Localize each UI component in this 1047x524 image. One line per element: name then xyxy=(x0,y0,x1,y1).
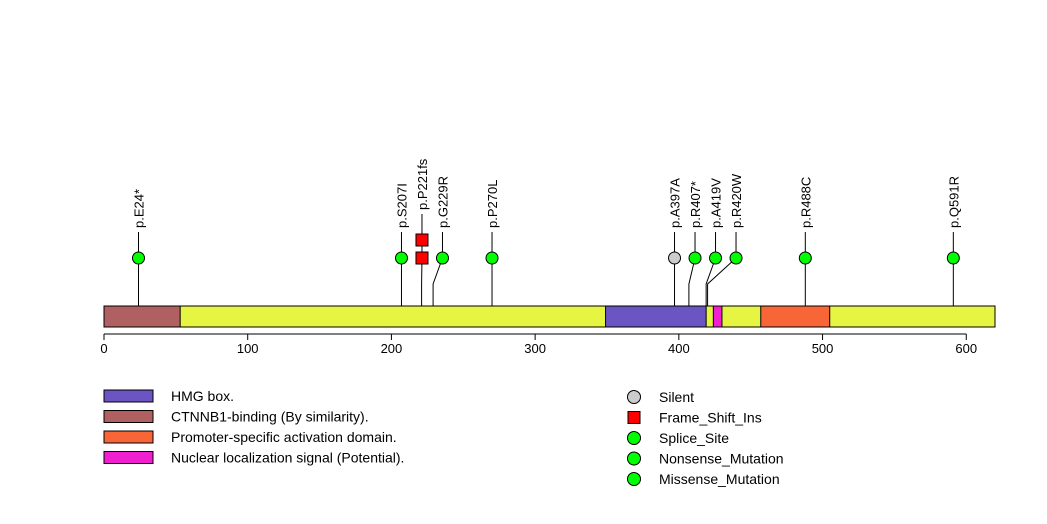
domain-hmg-box xyxy=(605,305,707,328)
protein-backbone-bar xyxy=(103,305,996,328)
stem-p-r407 xyxy=(688,257,696,306)
domain-promoter-specific-activation-domain xyxy=(760,305,831,328)
mutation-label-p-r407: p.R407* xyxy=(688,181,703,228)
mutation-labels: p.E24* p.S207I p.P221fs p.G229R p.P270L p.A39… xyxy=(131,158,961,252)
x-tick-label-0: 0 xyxy=(100,341,107,356)
mutation-label-p-r488c: p.R488C xyxy=(798,177,813,228)
x-tick-label-500: 500 xyxy=(812,341,834,356)
mutation-label-p-p270l: p.P270L xyxy=(485,180,500,228)
marker-p-p221fs-1[interactable] xyxy=(415,251,429,265)
stem-p-a419v xyxy=(705,257,716,306)
mutation-markers xyxy=(131,233,960,265)
mutation-label-p-a397a: p.A397A xyxy=(668,178,683,228)
legend-symbol-splice-site xyxy=(627,431,641,445)
legend-label-nonsense-mutation: Nonsense_Mutation xyxy=(659,451,784,467)
mutation-label-p-r420w: p.R420W xyxy=(729,173,744,228)
stem-p-r420w xyxy=(707,257,737,306)
x-tick-label-300: 300 xyxy=(524,341,546,356)
x-axis: 0 100 200 300 400 500 600 xyxy=(100,333,977,356)
domain-nuclear-localization-signal-potential xyxy=(712,305,723,328)
domain-legend: HMG box. CTNNB1-binding (By similarity). P… xyxy=(103,388,404,466)
legend-swatch-hmg-box xyxy=(103,389,154,403)
legend-symbol-missense-mutation xyxy=(627,472,641,486)
legend-label-frame-shift-ins: Frame_Shift_Ins xyxy=(659,410,762,426)
marker-p-a397a[interactable] xyxy=(668,251,682,265)
x-tick-label-600: 600 xyxy=(955,341,977,356)
mutation-stems xyxy=(137,257,954,306)
mutation-label-p-p221fs: p.P221fs xyxy=(415,158,430,210)
legend-symbol-silent xyxy=(627,390,641,404)
stem-p-g229r xyxy=(432,257,443,306)
marker-p-s207i[interactable] xyxy=(394,251,408,265)
legend-swatch-promoter-specific-activation-domain xyxy=(103,430,154,444)
mutation-label-p-a419v: p.A419V xyxy=(709,178,724,228)
legend-swatch-ctnnb1-binding-by-similarity xyxy=(103,410,154,423)
legend-label-nuclear-localization-signal-potential: Nuclear localization signal (Potential). xyxy=(171,450,404,466)
mutation-label-p-g229r: p.G229R xyxy=(435,176,450,228)
marker-p-e24[interactable] xyxy=(131,251,145,265)
legend-swatch-nuclear-localization-signal-potential xyxy=(103,451,154,464)
mutation-label-p-q591r: p.Q591R xyxy=(946,176,961,228)
legend-label-silent: Silent xyxy=(659,389,694,405)
domain-ctnnb1-binding-by-similarity xyxy=(103,305,181,328)
marker-p-a419v[interactable] xyxy=(709,251,723,265)
marker-p-p221fs-2[interactable] xyxy=(415,233,429,247)
x-tick-label-400: 400 xyxy=(668,341,690,356)
mutation-type-legend: Silent Frame_Shift_Ins Splice_Site Nonsense… xyxy=(627,389,784,487)
marker-p-r420w[interactable] xyxy=(729,251,743,265)
legend-label-ctnnb1-binding-by-similarity: CTNNB1-binding (By similarity). xyxy=(171,409,369,425)
marker-p-r488c[interactable] xyxy=(798,251,812,265)
mutation-label-p-e24: p.E24* xyxy=(131,189,146,228)
marker-p-p270l[interactable] xyxy=(485,251,499,265)
marker-p-g229r[interactable] xyxy=(435,251,449,265)
legend-label-splice-site: Splice_Site xyxy=(659,430,729,446)
legend-symbol-frame-shift-ins xyxy=(627,411,641,424)
legend-symbol-nonsense-mutation xyxy=(627,451,641,466)
x-tick-label-200: 200 xyxy=(381,341,403,356)
marker-p-r407[interactable] xyxy=(688,251,702,265)
legend-label-promoter-specific-activation-domain: Promoter-specific activation domain. xyxy=(171,429,397,445)
mutation-label-p-s207i: p.S207I xyxy=(394,183,409,228)
x-tick-label-100: 100 xyxy=(237,341,259,356)
protein-backbone xyxy=(103,305,996,328)
legend-label-missense-mutation: Missense_Mutation xyxy=(659,471,780,487)
legend-label-hmg-box: HMG box. xyxy=(171,388,234,404)
marker-p-q591r[interactable] xyxy=(946,251,960,265)
